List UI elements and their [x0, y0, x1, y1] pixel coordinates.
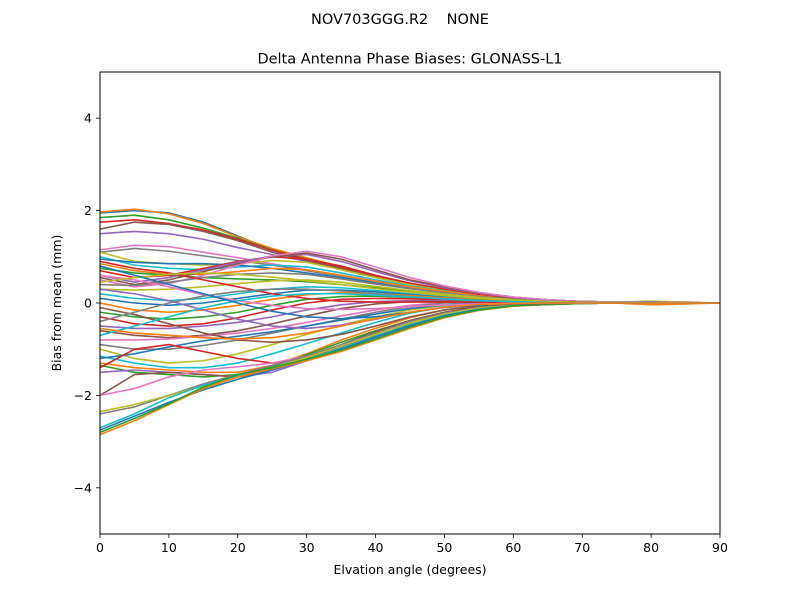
figure-suptitle: NOV703GGG.R2 NONE [311, 12, 489, 28]
x-tick-label: 0 [96, 540, 104, 555]
x-tick-label: 80 [643, 540, 659, 555]
x-tick-label: 10 [161, 540, 177, 555]
y-tick-label: −2 [74, 388, 92, 403]
y-tick-label: 0 [84, 296, 92, 311]
x-tick-label: 50 [436, 540, 452, 555]
y-tick-label: 2 [84, 203, 92, 218]
y-axis-ticks: −4 −2 0 2 4 [74, 111, 100, 495]
x-tick-label: 20 [230, 540, 246, 555]
y-tick-label: 4 [84, 111, 92, 126]
x-tick-label: 70 [574, 540, 590, 555]
x-tick-label: 40 [368, 540, 384, 555]
x-tick-label: 60 [505, 540, 521, 555]
series-line-52 [100, 302, 720, 340]
x-axis-ticks: 0 10 20 30 40 50 60 70 80 90 [96, 534, 728, 555]
y-tick-label: −4 [74, 480, 92, 495]
x-axis-label: Elvation angle (degrees) [333, 562, 486, 577]
y-axis-label: Bias from mean (mm) [49, 235, 64, 372]
x-tick-label: 30 [299, 540, 315, 555]
x-tick-label: 90 [712, 540, 728, 555]
series-layer [100, 208, 720, 436]
chart-title: Delta Antenna Phase Biases: GLONASS-L1 [257, 52, 562, 68]
